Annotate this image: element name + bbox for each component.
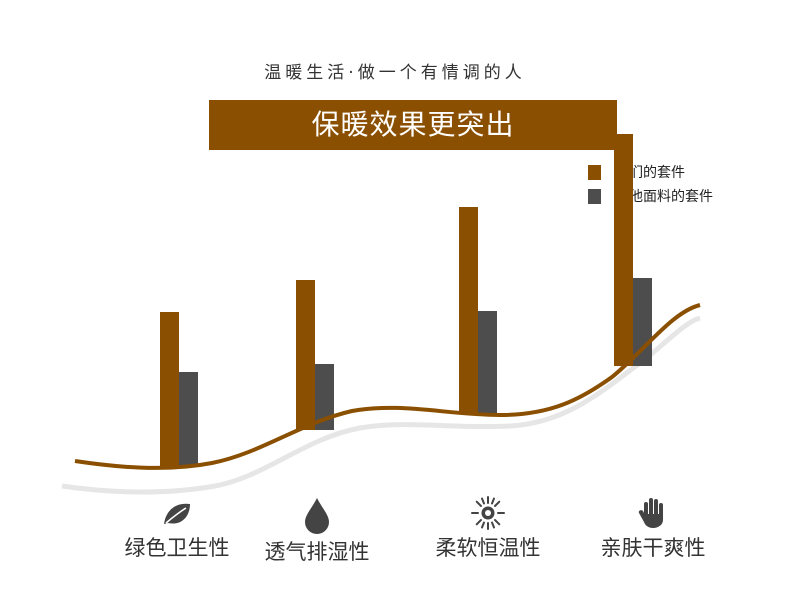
category-soft-warm: 柔软恒温性 [408, 496, 568, 562]
category-label: 柔软恒温性 [435, 536, 541, 560]
droplet-icon [305, 498, 329, 534]
category-breathable: 透气排湿性 [237, 496, 397, 566]
hand-icon [638, 498, 663, 528]
title-banner: 保暖效果更突出 [209, 100, 617, 150]
legend-swatch-others [588, 188, 601, 204]
legend-item-others: 其他面料的套件 [588, 184, 713, 208]
legend-swatch-ours [588, 164, 601, 180]
category-label: 亲肤干爽性 [600, 536, 706, 560]
category-label: 绿色卫生性 [124, 536, 230, 560]
page-subtitle: 温暖生活·做一个有情调的人 [264, 63, 526, 83]
legend-label-others: 其他面料的套件 [615, 189, 713, 205]
leaf-icon [164, 503, 190, 524]
bar-others-1 [179, 372, 198, 467]
category-label: 透气排湿性 [264, 540, 370, 564]
category-green-hygiene: 绿色卫生性 [97, 496, 257, 562]
bar-ours-3 [459, 207, 478, 413]
bar-ours-4 [614, 134, 633, 366]
bar-others-2 [315, 364, 334, 430]
category-skin-dry: 亲肤干爽性 [573, 496, 733, 562]
bar-ours-2 [296, 280, 315, 430]
bar-ours-1 [160, 312, 179, 467]
sun-icon [471, 496, 505, 530]
bar-others-3 [478, 311, 497, 413]
trend-curve [74, 303, 701, 470]
